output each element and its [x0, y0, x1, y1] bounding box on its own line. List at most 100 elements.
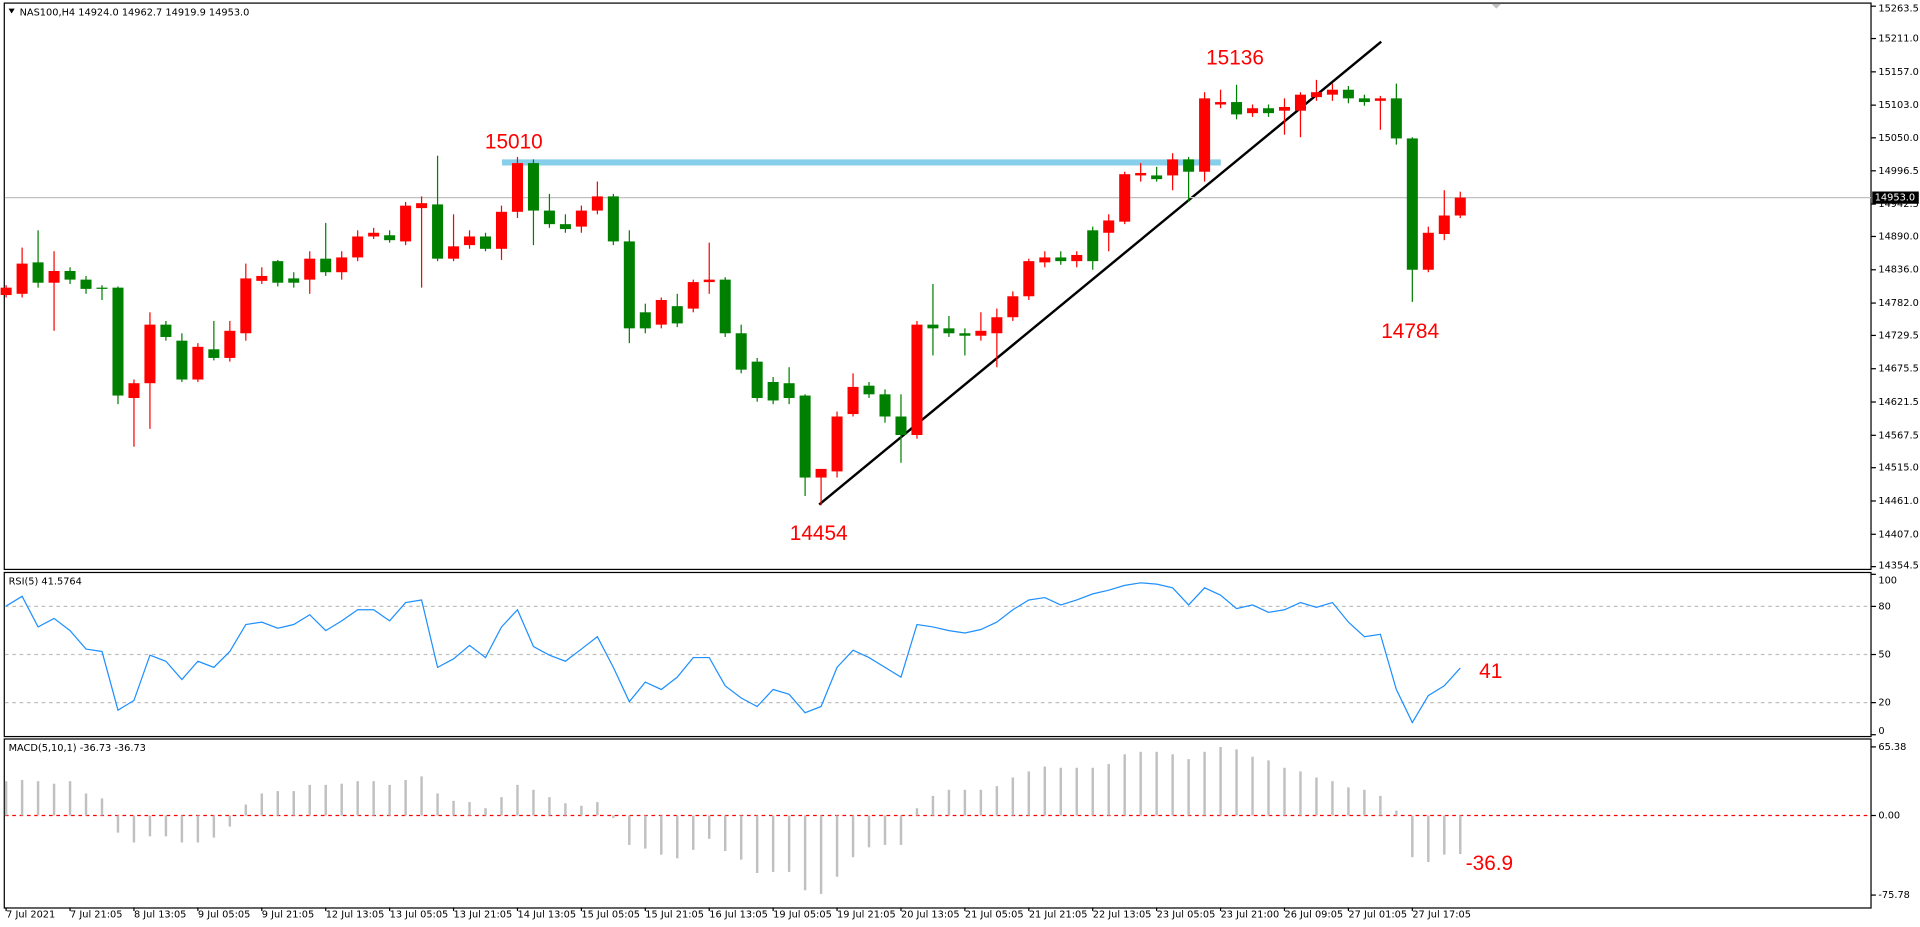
- macd-bar: [580, 805, 583, 816]
- candle-body: [1023, 261, 1035, 297]
- candle-body: [400, 205, 412, 242]
- candle-body: [863, 385, 875, 395]
- candle-body: [1294, 94, 1306, 111]
- main-title: NAS100,H4 14924.0 14962.7 14919.9 14953.…: [20, 7, 250, 18]
- candle-body: [1342, 89, 1354, 99]
- macd-bar: [819, 815, 823, 894]
- macd-bar: [260, 793, 264, 816]
- candle-body: [384, 235, 396, 241]
- candle-body: [272, 261, 284, 283]
- macd-bar: [596, 802, 599, 816]
- y-tick-label: 14942.5: [1878, 199, 1918, 210]
- x-tick-label: 13 Jul 21:05: [454, 910, 513, 921]
- candle-body: [927, 324, 939, 329]
- y-tick-label: 15263.5: [1878, 4, 1918, 15]
- candle-body: [623, 241, 635, 329]
- macd-bar: [1379, 795, 1382, 816]
- candle-body: [1231, 102, 1243, 115]
- y-tick-label: 80: [1878, 601, 1890, 612]
- candle-body: [1151, 175, 1163, 180]
- candle-body: [543, 210, 555, 225]
- candle-body: [1119, 174, 1131, 222]
- macd-bar: [883, 815, 887, 845]
- candle-body: [1374, 98, 1386, 101]
- macd-bar: [963, 789, 967, 816]
- candle-body: [1278, 106, 1290, 111]
- candle-body: [464, 236, 476, 246]
- macd-bar: [1427, 815, 1430, 863]
- macd-bar: [1395, 810, 1398, 816]
- candle-body: [288, 278, 300, 283]
- macd-bar: [1219, 746, 1222, 816]
- x-tick-label: 9 Jul 05:05: [198, 910, 250, 921]
- y-tick-label: 0.00: [1878, 811, 1900, 822]
- candle-body: [1135, 172, 1147, 176]
- candle-body: [16, 263, 28, 294]
- shift-marker: [1491, 3, 1502, 9]
- macd-pane-frame: [3, 738, 1872, 909]
- candle-body: [192, 346, 204, 380]
- candle-body: [783, 383, 795, 399]
- macd-bar: [1107, 764, 1110, 816]
- y-tick-label: 14890.0: [1878, 231, 1918, 242]
- x-tick-label: 13 Jul 05:05: [390, 910, 449, 921]
- macd-bar: [947, 789, 951, 816]
- candle-body: [240, 278, 252, 334]
- candle-body: [208, 349, 220, 358]
- candle-body: [735, 333, 747, 370]
- macd-bar: [1075, 767, 1078, 816]
- candle-body: [0, 287, 12, 296]
- candle-body: [943, 328, 955, 334]
- macd-bar: [196, 815, 200, 843]
- candle-body: [160, 324, 172, 337]
- candle-body: [1422, 232, 1434, 270]
- x-tick-label: 14 Jul 13:05: [517, 910, 576, 921]
- candle-body: [1263, 108, 1275, 114]
- macd-bar: [1011, 777, 1015, 816]
- candle-body: [655, 299, 667, 325]
- price-annotation: 15136: [1206, 47, 1264, 70]
- macd-bar: [1331, 781, 1334, 816]
- macd-bar: [851, 815, 855, 858]
- macd-bar: [1155, 751, 1158, 816]
- candle-body: [48, 270, 60, 283]
- candle-body: [96, 287, 108, 289]
- menu-triangle[interactable]: [8, 8, 15, 14]
- candle-body: [911, 324, 923, 436]
- macd-bar: [1315, 777, 1318, 816]
- candle-body: [767, 381, 779, 401]
- macd-bar: [899, 815, 903, 845]
- candle-body: [639, 312, 651, 329]
- candle-body: [304, 258, 316, 280]
- macd-bar: [1139, 751, 1142, 816]
- candle-body: [1390, 98, 1402, 139]
- macd-bar: [1171, 754, 1174, 816]
- macd-bar: [1123, 754, 1126, 816]
- candle-body: [352, 236, 364, 258]
- macd-bar: [1251, 756, 1254, 816]
- candle-body: [32, 262, 44, 283]
- y-tick-label: 65.38: [1878, 742, 1906, 753]
- macd-bar: [308, 784, 311, 816]
- y-tick-label: 20: [1878, 698, 1890, 709]
- y-tick-label: 14407.0: [1878, 529, 1918, 540]
- macd-bar: [803, 815, 807, 891]
- macd-bar: [835, 815, 839, 877]
- macd-bar: [532, 789, 535, 816]
- candle-body: [416, 203, 428, 209]
- last-price-box: [1872, 191, 1919, 204]
- candle-body: [1438, 215, 1450, 235]
- y-tick-label: 14675.5: [1878, 364, 1918, 375]
- candle-body: [64, 270, 76, 280]
- macd-bar: [723, 815, 727, 852]
- macd-bar: [452, 800, 455, 816]
- macd-bar: [420, 776, 423, 816]
- macd-bar: [660, 815, 663, 855]
- y-tick-label: 14567.5: [1878, 430, 1918, 441]
- candle-body: [527, 163, 539, 211]
- macd-bar: [1283, 767, 1286, 816]
- macd-bar: [1059, 767, 1062, 816]
- macd-bar: [1203, 751, 1206, 816]
